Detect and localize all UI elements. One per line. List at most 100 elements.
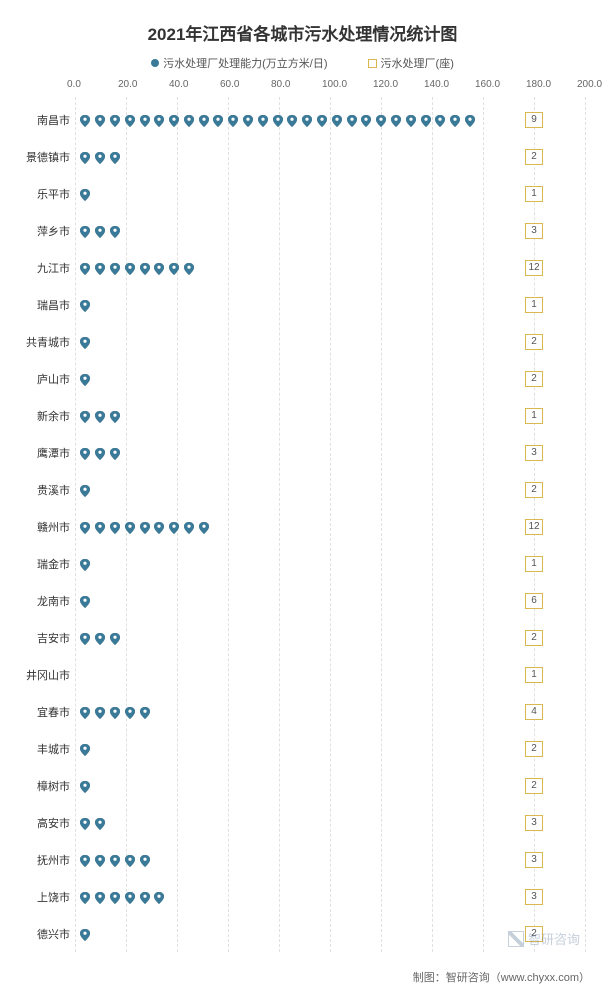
chart-row: 景德镇市 2 xyxy=(75,138,585,175)
chart-row: 龙南市 6 xyxy=(75,582,585,619)
city-label: 瑞昌市 xyxy=(15,297,70,313)
capacity-pin-icon xyxy=(465,115,475,125)
marker-track: 3 xyxy=(75,841,585,878)
city-label: 上饶市 xyxy=(15,889,70,905)
capacity-pin-icon xyxy=(110,855,120,865)
capacity-pin-icon xyxy=(199,522,209,532)
capacity-pin-icon xyxy=(125,707,135,717)
capacity-pin-icon xyxy=(80,263,90,273)
plant-count-box: 2 xyxy=(525,741,543,757)
plant-count-box: 2 xyxy=(525,371,543,387)
marker-track: 2 xyxy=(75,138,585,175)
capacity-pin-icon xyxy=(95,115,105,125)
capacity-pin-icon xyxy=(80,448,90,458)
plant-count-box: 6 xyxy=(525,593,543,609)
capacity-pin-icon xyxy=(80,300,90,310)
plant-count-box: 1 xyxy=(525,556,543,572)
marker-track: 3 xyxy=(75,878,585,915)
capacity-pin-icon xyxy=(125,892,135,902)
chart-row: 抚州市 3 xyxy=(75,841,585,878)
capacity-pin-icon xyxy=(169,115,179,125)
marker-track: 2 xyxy=(75,323,585,360)
capacity-pin-icon xyxy=(110,411,120,421)
capacity-pin-icon xyxy=(110,152,120,162)
capacity-pin-icon xyxy=(110,892,120,902)
capacity-pin-icon xyxy=(95,448,105,458)
chart-row: 新余市 1 xyxy=(75,397,585,434)
legend-marker-square-icon xyxy=(368,59,377,68)
capacity-pin-icon xyxy=(95,633,105,643)
city-label: 抚州市 xyxy=(15,852,70,868)
capacity-pin-icon xyxy=(287,115,297,125)
capacity-pin-icon xyxy=(125,855,135,865)
capacity-pin-icon xyxy=(450,115,460,125)
watermark-icon xyxy=(508,931,524,947)
capacity-pin-icon xyxy=(154,892,164,902)
x-axis-tick: 160.0 xyxy=(475,79,500,90)
capacity-pin-icon xyxy=(332,115,342,125)
legend-label-capacity: 污水处理厂处理能力(万立方米/日) xyxy=(163,55,327,71)
x-axis-tick: 140.0 xyxy=(424,79,449,90)
capacity-pin-icon xyxy=(80,152,90,162)
capacity-pin-icon xyxy=(80,115,90,125)
capacity-pin-icon xyxy=(95,226,105,236)
capacity-pin-icon xyxy=(435,115,445,125)
chart-row: 吉安市 2 xyxy=(75,619,585,656)
city-label: 贵溪市 xyxy=(15,482,70,498)
capacity-pin-icon xyxy=(184,522,194,532)
chart-row: 樟树市 2 xyxy=(75,767,585,804)
capacity-pin-icon xyxy=(140,263,150,273)
watermark-text: 智研咨询 xyxy=(528,929,580,948)
city-label: 庐山市 xyxy=(15,371,70,387)
capacity-pin-icon xyxy=(421,115,431,125)
chart-row: 鹰潭市 3 xyxy=(75,434,585,471)
capacity-pin-icon xyxy=(140,115,150,125)
capacity-pin-icon xyxy=(110,633,120,643)
capacity-pin-icon xyxy=(140,522,150,532)
capacity-pin-icon xyxy=(140,707,150,717)
x-axis-tick: 100.0 xyxy=(322,79,347,90)
city-label: 南昌市 xyxy=(15,112,70,128)
marker-track: 9 xyxy=(75,101,585,138)
x-axis-tick: 180.0 xyxy=(526,79,551,90)
plant-count-box: 3 xyxy=(525,852,543,868)
capacity-pin-icon xyxy=(125,115,135,125)
plant-count-box: 3 xyxy=(525,889,543,905)
chart-row: 赣州市 12 xyxy=(75,508,585,545)
capacity-pin-icon xyxy=(80,374,90,384)
x-axis-tick: 120.0 xyxy=(373,79,398,90)
capacity-pin-icon xyxy=(184,115,194,125)
capacity-pin-icon xyxy=(80,559,90,569)
x-axis-tick: 60.0 xyxy=(220,79,239,90)
marker-track: 2 xyxy=(75,619,585,656)
x-axis-labels: 0.020.040.060.080.0100.0120.0140.0160.01… xyxy=(15,79,590,93)
city-label: 九江市 xyxy=(15,260,70,276)
chart-row: 乐平市 1 xyxy=(75,175,585,212)
marker-track: 1 xyxy=(75,286,585,323)
plot-area: 南昌市 9景德镇市 xyxy=(75,97,585,952)
plant-count-box: 1 xyxy=(525,667,543,683)
capacity-pin-icon xyxy=(125,263,135,273)
plant-count-box: 3 xyxy=(525,445,543,461)
city-label: 龙南市 xyxy=(15,593,70,609)
city-label: 宜春市 xyxy=(15,704,70,720)
chart-row: 庐山市 2 xyxy=(75,360,585,397)
legend-label-count: 污水处理厂(座) xyxy=(381,55,454,71)
capacity-pin-icon xyxy=(110,115,120,125)
capacity-pin-icon xyxy=(273,115,283,125)
plant-count-box: 2 xyxy=(525,482,543,498)
capacity-pin-icon xyxy=(154,115,164,125)
x-axis-tick: 40.0 xyxy=(169,79,188,90)
chart-title: 2021年江西省各城市污水处理情况统计图 xyxy=(15,20,590,45)
chart-row: 瑞金市 1 xyxy=(75,545,585,582)
marker-track: 12 xyxy=(75,508,585,545)
chart-row: 贵溪市 2 xyxy=(75,471,585,508)
plant-count-box: 12 xyxy=(525,260,543,276)
capacity-pin-icon xyxy=(184,263,194,273)
plant-count-box: 2 xyxy=(525,149,543,165)
capacity-pin-icon xyxy=(228,115,238,125)
watermark: 智研咨询 xyxy=(508,929,580,948)
city-label: 高安市 xyxy=(15,815,70,831)
city-label: 井冈山市 xyxy=(15,667,70,683)
footer-attribution: 制图：智研咨询（www.chyxx.com） xyxy=(413,969,590,985)
